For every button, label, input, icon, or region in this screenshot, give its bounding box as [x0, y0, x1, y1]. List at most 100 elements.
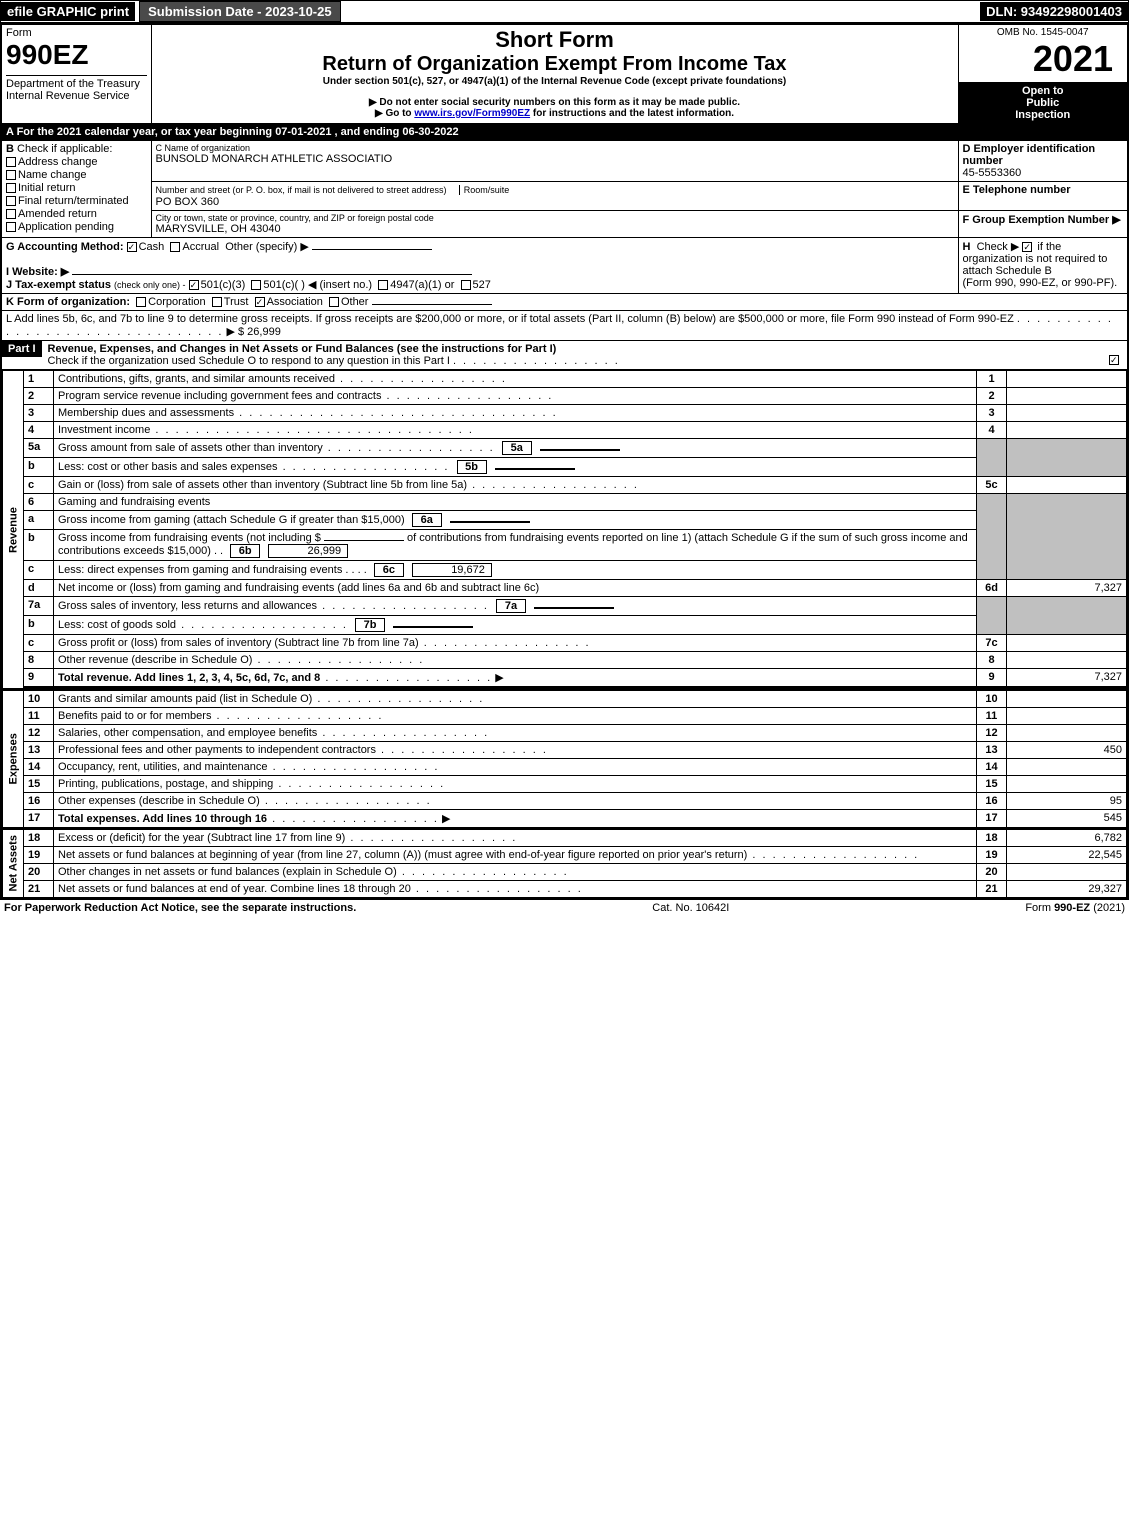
amended-return: Amended return — [18, 208, 97, 220]
ssn-note: ▶ Do not enter social security numbers o… — [156, 97, 954, 108]
goto-post: for instructions and the latest informat… — [530, 108, 734, 119]
ib5a: 5a — [502, 441, 532, 455]
line20: Other changes in net assets or fund bala… — [58, 866, 397, 878]
row20-num: 20 — [24, 864, 54, 881]
section-h: H Check ▶ if the organization is not req… — [958, 238, 1128, 294]
f-label: F Group Exemption Number ▶ — [963, 214, 1121, 226]
website-field[interactable] — [72, 274, 472, 275]
501c-checkbox[interactable] — [251, 280, 261, 290]
b-label: B — [6, 143, 14, 155]
line21: Net assets or fund balances at end of ye… — [58, 883, 411, 895]
line16: Other expenses (describe in Schedule O) — [58, 795, 260, 807]
open2: Public — [963, 97, 1124, 109]
initial-return: Initial return — [18, 182, 75, 194]
v12 — [1007, 725, 1127, 742]
v15 — [1007, 776, 1127, 793]
line4: Investment income — [58, 424, 150, 436]
v17: 545 — [1007, 810, 1127, 828]
c-label: C Name of organization — [156, 143, 954, 153]
ib6a: 6a — [412, 513, 442, 527]
j-c3: 501(c)(3) — [201, 279, 246, 291]
4947-checkbox[interactable] — [378, 280, 388, 290]
schedo-checkbox[interactable] — [1109, 355, 1119, 365]
row6c-num: c — [24, 561, 54, 580]
omb: OMB No. 1545-0047 — [963, 27, 1124, 38]
other-checkbox[interactable] — [329, 297, 339, 307]
line18: Excess or (deficit) for the year (Subtra… — [58, 832, 345, 844]
cash-checkbox[interactable] — [127, 242, 137, 252]
row13-num: 13 — [24, 742, 54, 759]
i-label: I Website: ▶ — [6, 266, 69, 278]
expenses-label: Expenses — [3, 690, 24, 828]
street: PO BOX 360 — [156, 196, 220, 208]
open3: Inspection — [963, 109, 1124, 121]
row12-num: 12 — [24, 725, 54, 742]
line2: Program service revenue including govern… — [58, 390, 381, 402]
assoc-checkbox[interactable] — [255, 297, 265, 307]
line6a: Gross income from gaming (attach Schedul… — [58, 514, 405, 526]
footer-right-post: (2021) — [1090, 902, 1125, 914]
n19: 19 — [977, 847, 1007, 864]
n17: 17 — [977, 810, 1007, 828]
corp-checkbox[interactable] — [136, 297, 146, 307]
amended-return-checkbox[interactable] — [6, 209, 16, 219]
row19-num: 19 — [24, 847, 54, 864]
open-inspection: Open to Public Inspection — [958, 83, 1128, 124]
irs-link[interactable]: www.irs.gov/Form990EZ — [414, 108, 530, 119]
line7c: Gross profit or (loss) from sales of inv… — [58, 637, 419, 649]
j-527: 527 — [473, 279, 491, 291]
row7c-num: c — [24, 635, 54, 652]
ein: 45-5553360 — [963, 167, 1022, 179]
city: MARYSVILLE, OH 43040 — [156, 223, 954, 235]
initial-return-checkbox[interactable] — [6, 183, 16, 193]
final-return-checkbox[interactable] — [6, 196, 16, 206]
irs: Internal Revenue Service — [6, 90, 147, 102]
n12: 12 — [977, 725, 1007, 742]
ib7b: 7b — [355, 618, 385, 632]
line6c: Less: direct expenses from gaming and fu… — [58, 564, 342, 576]
ib5b: 5b — [457, 460, 487, 474]
v19: 22,545 — [1007, 847, 1127, 864]
n11: 11 — [977, 708, 1007, 725]
501c3-checkbox[interactable] — [189, 280, 199, 290]
g-label: G Accounting Method: — [6, 241, 124, 253]
accrual-checkbox[interactable] — [170, 242, 180, 252]
h-text: Check ▶ — [977, 241, 1020, 253]
line9: Total revenue. Add lines 1, 2, 3, 4, 5c,… — [58, 672, 320, 684]
n7c: 7c — [977, 635, 1007, 652]
h-label: H — [963, 241, 971, 253]
city-label: City or town, state or province, country… — [156, 213, 954, 223]
l-amount: $ 26,999 — [238, 326, 281, 338]
addr-change-checkbox[interactable] — [6, 157, 16, 167]
v20 — [1007, 864, 1127, 881]
line11: Benefits paid to or for members — [58, 710, 211, 722]
row5b-num: b — [24, 458, 54, 477]
row15-num: 15 — [24, 776, 54, 793]
n20: 20 — [977, 864, 1007, 881]
row5a-num: 5a — [24, 439, 54, 458]
d-label: D Employer identification number — [963, 143, 1096, 167]
section-c-city: City or town, state or province, country… — [151, 211, 958, 238]
v18: 6,782 — [1007, 829, 1127, 847]
n18: 18 — [977, 829, 1007, 847]
527-checkbox[interactable] — [461, 280, 471, 290]
app-pending-checkbox[interactable] — [6, 222, 16, 232]
g-cash: Cash — [139, 241, 165, 253]
line6: Gaming and fundraising events — [54, 494, 977, 511]
footer-right: Form 990-EZ (2021) — [1025, 902, 1125, 914]
v7c — [1007, 635, 1127, 652]
schedb-checkbox[interactable] — [1022, 242, 1032, 252]
name-change-checkbox[interactable] — [6, 170, 16, 180]
section-e: E Telephone number — [958, 182, 1128, 211]
line15: Printing, publications, postage, and shi… — [58, 778, 273, 790]
row17-num: 17 — [24, 810, 54, 828]
g-other: Other (specify) ▶ — [225, 241, 309, 253]
efile-label[interactable]: efile GRAPHIC print — [1, 2, 135, 21]
footer: For Paperwork Reduction Act Notice, see … — [0, 900, 1129, 916]
line6d: Net income or (loss) from gaming and fun… — [58, 582, 539, 594]
g-accrual: Accrual — [182, 241, 219, 253]
row5c-num: c — [24, 477, 54, 494]
trust-checkbox[interactable] — [212, 297, 222, 307]
n9: 9 — [977, 669, 1007, 687]
row6d-num: d — [24, 580, 54, 597]
